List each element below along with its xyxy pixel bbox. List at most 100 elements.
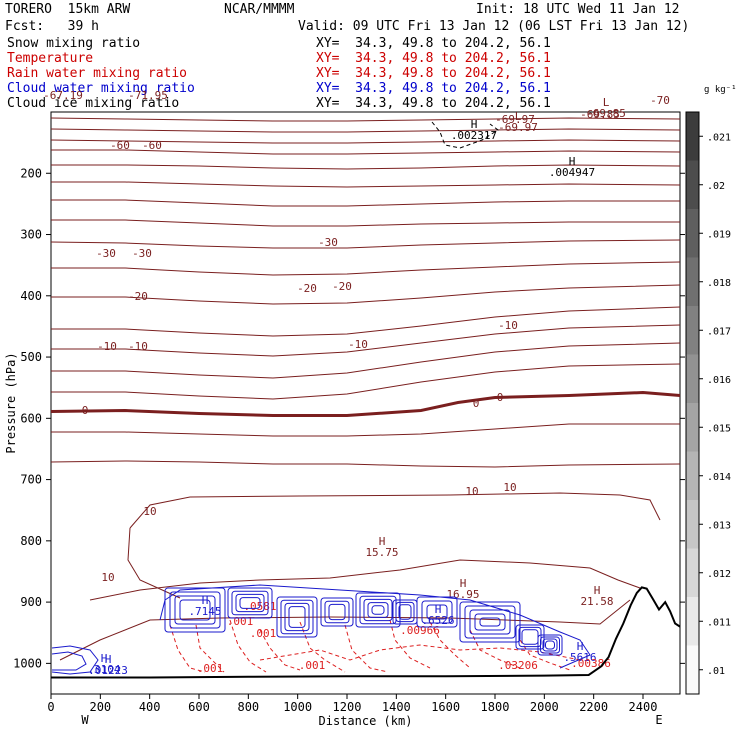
cloud-water-contour xyxy=(540,636,560,654)
colorbar-segment xyxy=(686,209,699,258)
y-tick-label: 800 xyxy=(20,534,42,548)
cloud-water-contour xyxy=(421,600,453,624)
field-xy: XY= 34.3, 49.8 to 204.2, 56.1 xyxy=(316,36,551,51)
isotherm-label: 10 xyxy=(143,505,156,518)
isotherm-label: -10 xyxy=(128,340,148,353)
forecast-hour: Fcst: 39 h xyxy=(5,19,99,34)
isotherm-label: -30 xyxy=(132,247,152,260)
colorbar-unit: g kg⁻¹ xyxy=(704,85,737,95)
extremum-value: .7145 xyxy=(188,605,221,618)
isotherm-label: -30 xyxy=(96,247,116,260)
y-axis-label: Pressure (hPa) xyxy=(4,352,18,453)
x-tick-label: 2200 xyxy=(579,700,608,714)
cloud-water-contour xyxy=(469,609,511,635)
isotherm-line xyxy=(50,117,681,122)
rain-contour xyxy=(169,624,206,673)
isotherm-label: -70 xyxy=(650,94,670,107)
extremum-marker: H xyxy=(379,535,386,548)
model-title: TORERO 15km ARW xyxy=(5,2,131,17)
cloud-water-contour xyxy=(545,640,555,650)
isotherm-line xyxy=(51,261,681,276)
colorbar-tick-label: .01 xyxy=(707,666,725,677)
rain-contour xyxy=(344,624,389,673)
extremum-value: -69.85 xyxy=(586,107,626,120)
rain-label: .00386 xyxy=(571,657,611,670)
isotherm-label: -60 xyxy=(142,139,162,152)
cloud-water-contour xyxy=(459,601,521,643)
colorbar-tick-label: .018 xyxy=(707,278,731,289)
rain-contour xyxy=(195,624,225,673)
y-tick-label: 200 xyxy=(20,166,42,180)
isotherm-line xyxy=(51,149,681,155)
cloud-water-contour xyxy=(359,595,397,625)
valid-time: Valid: 09 UTC Fri 13 Jan 12 (06 LST Fri … xyxy=(298,19,690,34)
colorbar-tick-label: .015 xyxy=(707,423,731,434)
rain-label: .03206 xyxy=(498,659,538,672)
cloud-water-contour xyxy=(479,617,501,627)
cloud-water-contour xyxy=(320,597,354,627)
extremum-value: .004947 xyxy=(549,166,595,179)
rain-label: .001 xyxy=(227,615,254,628)
field-xy: XY= 34.3, 49.8 to 204.2, 56.1 xyxy=(316,81,551,96)
isotherm-label: -67.19 xyxy=(43,89,83,102)
isotherm-label: 10 xyxy=(101,571,114,584)
y-tick-label: 700 xyxy=(20,473,42,487)
colorbar-tick-label: .016 xyxy=(707,375,731,386)
isotherm-label: 10 xyxy=(465,485,478,498)
cloud-water-contour xyxy=(288,606,306,628)
cloud-water-contour xyxy=(174,595,216,625)
colorbar-tick-label: .013 xyxy=(707,520,731,531)
isotherm-label: -10 xyxy=(348,338,368,351)
extremum-value: 15.75 xyxy=(365,546,398,559)
rain-contour xyxy=(259,629,301,671)
cloud-water-contour xyxy=(371,605,385,615)
colorbar-tick-label: .02 xyxy=(707,181,725,192)
y-tick-label: 1000 xyxy=(13,656,42,670)
colorbar-segment xyxy=(686,548,699,597)
x-tick-label: 200 xyxy=(89,700,111,714)
x-tick-label: 800 xyxy=(237,700,259,714)
y-tick-label: 900 xyxy=(20,595,42,609)
isotherm-label: -20 xyxy=(297,282,317,295)
isotherm-line xyxy=(51,324,681,357)
isotherm-line xyxy=(51,181,681,188)
x-tick-label: 1800 xyxy=(481,700,510,714)
colorbar-segment xyxy=(686,403,699,452)
field-xy: XY= 34.3, 49.8 to 204.2, 56.1 xyxy=(316,51,551,66)
isotherm-label: -60 xyxy=(110,139,130,152)
x-tick-label: 400 xyxy=(139,700,161,714)
isotherm-line xyxy=(51,164,681,170)
cloud-water-contour xyxy=(363,598,393,622)
colorbar-tick-label: .014 xyxy=(707,472,731,483)
cloud-water-contour xyxy=(231,590,269,616)
isotherm-line xyxy=(59,599,631,661)
colorbar-segment xyxy=(686,160,699,209)
cloud-water-contour xyxy=(542,638,558,652)
field-xy: XY= 34.3, 49.8 to 204.2, 56.1 xyxy=(316,66,551,81)
x-axis-label: Distance (km) xyxy=(319,714,413,728)
extremum-value: .3104 xyxy=(87,663,120,676)
rain-contour xyxy=(429,621,471,669)
isotherm-label: 10 xyxy=(503,481,516,494)
isotherm-line xyxy=(50,139,681,144)
x-tick-label: 1600 xyxy=(431,700,460,714)
extremum-marker: H xyxy=(471,118,478,131)
cloud-water-contour xyxy=(51,651,87,671)
isotherm-line xyxy=(127,527,181,599)
cloud-water-contour xyxy=(474,613,506,631)
terrain-line xyxy=(51,586,681,679)
field-name: Rain water mixing ratio xyxy=(7,66,188,81)
cloud-water-contour xyxy=(398,604,412,620)
field-name: Temperature xyxy=(7,51,94,66)
rain-label: .001 xyxy=(250,627,277,640)
cloud-water-contour xyxy=(159,584,591,669)
extremum-marker: H xyxy=(569,155,576,168)
extremum-value: .002317 xyxy=(451,129,497,142)
extremum-value: .01223 xyxy=(88,664,128,677)
colorbar-segment xyxy=(686,451,699,500)
extremum-value: 16.95 xyxy=(446,588,479,601)
extremum-value: .5616 xyxy=(563,651,596,664)
cloud-water-contour xyxy=(239,597,261,609)
y-tick-label: 500 xyxy=(20,350,42,364)
colorbar-tick-label: .012 xyxy=(707,569,731,580)
